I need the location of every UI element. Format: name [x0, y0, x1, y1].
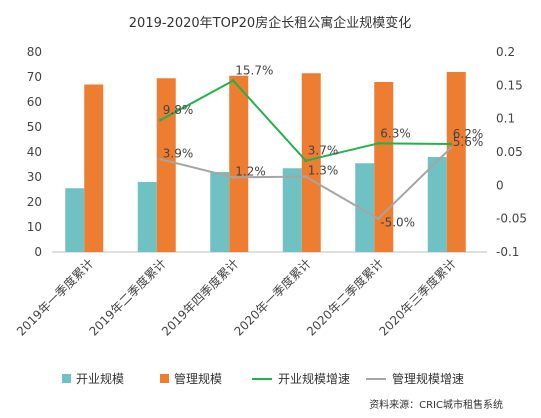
x-axis: 2019年一季度累计2019年二季度累计2019年四季度累计2020年一季度累计…: [13, 256, 459, 339]
left-tick-label: 80: [27, 45, 42, 59]
legend-swatch: [160, 374, 169, 383]
bar-managed: [84, 84, 104, 252]
data-label: 3.7%: [308, 144, 339, 158]
line-point: [304, 175, 308, 179]
legend-label: 开业规模增速: [278, 371, 350, 386]
data-label: 6.2%: [453, 127, 484, 141]
data-label: 15.7%: [235, 64, 273, 78]
legend-label: 管理规模: [174, 371, 222, 386]
left-tick-label: 50: [27, 120, 42, 134]
legend-label: 管理规模增速: [392, 371, 464, 386]
bar-opened: [355, 163, 375, 252]
left-tick-label: 10: [27, 220, 42, 234]
bar-opened: [282, 168, 302, 252]
legend-swatch: [62, 374, 71, 383]
left-tick-label: 30: [27, 170, 42, 184]
chart-title: 2019-2020年TOP20房企长租公寓企业规模变化: [129, 15, 411, 31]
bar-managed: [446, 72, 466, 252]
category-label: 2020年二季度累计: [303, 256, 386, 339]
right-tick-label: 0.1: [496, 112, 515, 126]
left-tick-label: 40: [27, 145, 42, 159]
right-tick-label: -0.1: [496, 245, 519, 259]
line-point: [231, 79, 235, 83]
left-tick-label: 20: [27, 195, 42, 209]
category-label: 2019年四季度累计: [158, 256, 241, 339]
category-label: 2020年三季度累计: [376, 256, 459, 339]
bar-managed: [229, 75, 249, 252]
bar-opened: [65, 188, 85, 252]
lines: 9.8% 15.7% 3.7% 6.3% 6.2% 3.9% 1.2% 1.3% -5.0% 5.…: [159, 64, 483, 230]
line-point: [376, 217, 380, 221]
right-tick-label: 0: [496, 178, 504, 192]
legend-label: 开业规模: [76, 371, 124, 386]
bar-managed: [301, 73, 321, 252]
bar-opened: [427, 157, 447, 252]
line-point: [159, 157, 163, 161]
line-point: [376, 141, 380, 145]
line-point: [449, 146, 453, 150]
data-label: -5.0%: [380, 216, 415, 230]
line-point: [449, 142, 453, 146]
line-point: [304, 159, 308, 163]
data-label: 1.2%: [235, 164, 266, 178]
bar-managed: [156, 78, 176, 252]
data-label: 3.9%: [163, 146, 194, 160]
right-tick-label: -0.05: [496, 212, 527, 226]
bar-opened: [137, 182, 157, 252]
source-note: 资料来源：CRIC城市租售系统: [369, 398, 503, 411]
left-tick-label: 0: [34, 245, 42, 259]
category-label: 2019年二季度累计: [86, 256, 169, 339]
line-point: [159, 118, 163, 122]
category-label: 2019年一季度累计: [13, 256, 96, 339]
right-axis: -0.1 -0.05 0 0.05 0.1 0.15 0.2: [496, 45, 527, 259]
line-point: [231, 175, 235, 179]
right-tick-label: 0.15: [496, 78, 523, 92]
bar-opened: [210, 172, 230, 252]
bars: [65, 72, 466, 252]
left-tick-label: 60: [27, 95, 42, 109]
right-tick-label: 0.05: [496, 145, 523, 159]
left-axis: 0 10 20 30 40 50 60 70 80: [27, 45, 42, 259]
legend: 开业规模 管理规模 开业规模增速 管理规模增速: [62, 371, 464, 386]
data-label: 5.6%: [453, 135, 484, 149]
right-tick-label: 0.2: [496, 45, 515, 59]
data-label: 9.8%: [163, 103, 194, 117]
left-tick-label: 70: [27, 70, 42, 84]
data-label: 1.3%: [308, 164, 339, 178]
category-label: 2020年一季度累计: [231, 256, 314, 339]
data-label: 6.3%: [380, 126, 411, 140]
